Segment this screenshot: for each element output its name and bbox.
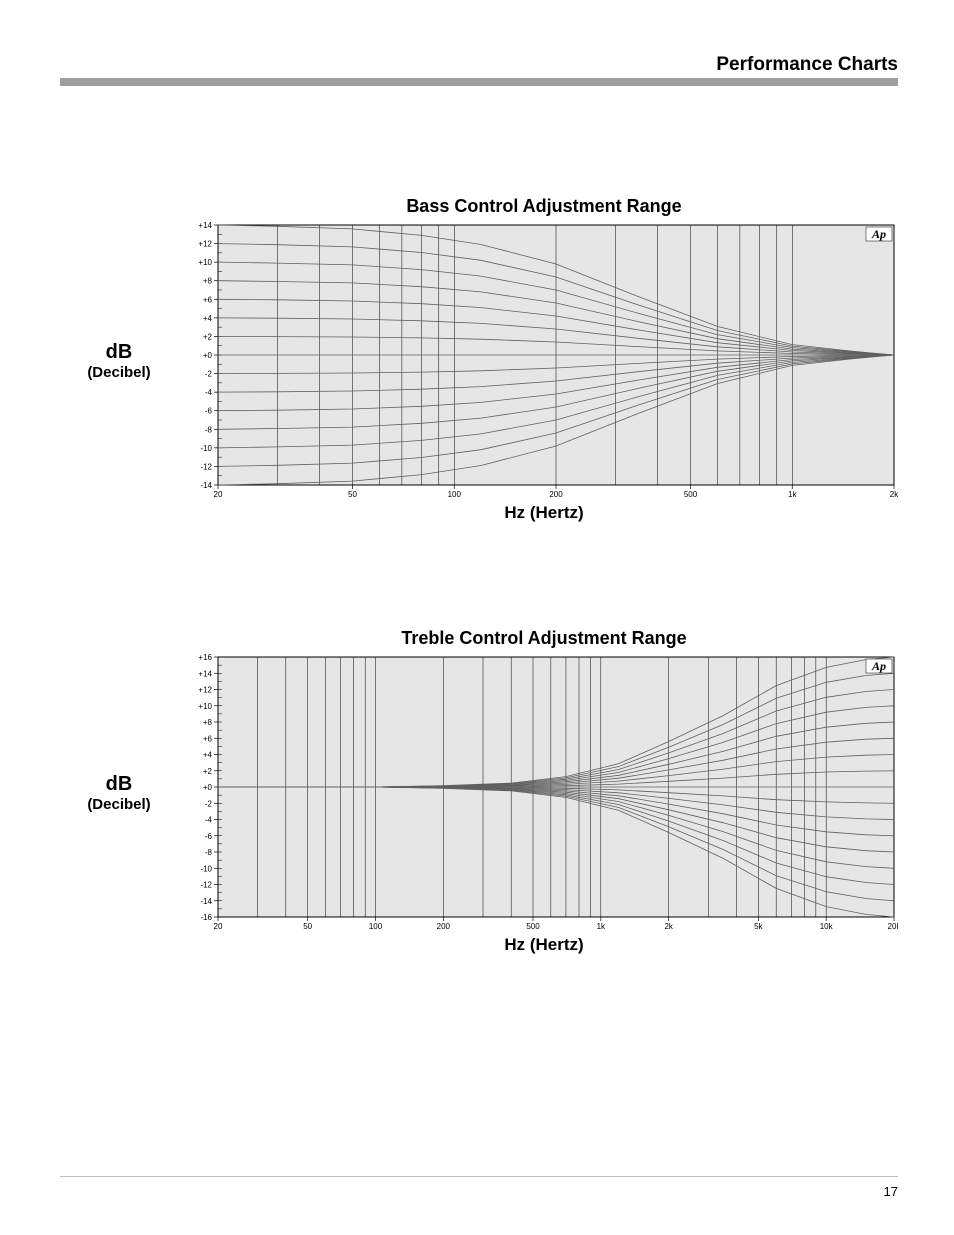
svg-text:10k: 10k bbox=[820, 922, 834, 931]
svg-text:5k: 5k bbox=[754, 922, 763, 931]
svg-text:+0: +0 bbox=[203, 783, 213, 792]
ap-logo-icon: Ap bbox=[871, 227, 886, 241]
svg-text:1k: 1k bbox=[597, 922, 606, 931]
treble-y-axis-label: dB (Decibel) bbox=[60, 773, 190, 813]
svg-text:-4: -4 bbox=[205, 388, 213, 397]
svg-text:+0: +0 bbox=[203, 351, 213, 360]
svg-text:+14: +14 bbox=[198, 669, 212, 678]
treble-chart-block: Treble Control Adjustment Range dB (Deci… bbox=[60, 628, 898, 955]
svg-text:+10: +10 bbox=[198, 258, 212, 267]
svg-text:-10: -10 bbox=[200, 444, 212, 453]
svg-text:-14: -14 bbox=[200, 897, 212, 906]
footer-rule bbox=[60, 1176, 898, 1177]
svg-text:20: 20 bbox=[214, 922, 223, 931]
svg-text:+12: +12 bbox=[198, 686, 212, 695]
svg-text:50: 50 bbox=[303, 922, 312, 931]
svg-text:100: 100 bbox=[369, 922, 383, 931]
svg-text:+8: +8 bbox=[203, 277, 213, 286]
svg-text:-2: -2 bbox=[205, 370, 213, 379]
svg-text:-4: -4 bbox=[205, 816, 213, 825]
svg-text:-12: -12 bbox=[200, 881, 212, 890]
svg-text:-2: -2 bbox=[205, 799, 213, 808]
svg-text:200: 200 bbox=[437, 922, 451, 931]
header-rule bbox=[60, 78, 898, 86]
svg-text:200: 200 bbox=[549, 490, 563, 499]
bass-y-axis-label: dB (Decibel) bbox=[60, 341, 190, 381]
bass-x-axis-label: Hz (Hertz) bbox=[190, 503, 898, 523]
bass-chart-plot: -14 -12 -10 -8 -6 -4 -2 +0 +2 +4 +6 +8 +10 +12 +14 20 50… bbox=[190, 221, 898, 501]
svg-text:2k: 2k bbox=[664, 922, 673, 931]
svg-text:1k: 1k bbox=[788, 490, 797, 499]
svg-text:100: 100 bbox=[448, 490, 462, 499]
svg-text:+16: +16 bbox=[198, 653, 212, 662]
svg-text:-8: -8 bbox=[205, 848, 213, 857]
ap-logo-icon: Ap bbox=[871, 659, 886, 673]
svg-text:-6: -6 bbox=[205, 407, 213, 416]
svg-text:-6: -6 bbox=[205, 832, 213, 841]
bass-chart-block: Bass Control Adjustment Range dB (Decibe… bbox=[60, 196, 898, 523]
svg-text:+12: +12 bbox=[198, 240, 212, 249]
svg-text:-16: -16 bbox=[200, 913, 212, 922]
svg-text:500: 500 bbox=[526, 922, 540, 931]
svg-text:+6: +6 bbox=[203, 295, 213, 304]
page-header-title: Performance Charts bbox=[716, 54, 898, 76]
svg-text:+8: +8 bbox=[203, 718, 213, 727]
svg-text:-8: -8 bbox=[205, 425, 213, 434]
svg-text:20k: 20k bbox=[888, 922, 898, 931]
page-number: 17 bbox=[884, 1184, 898, 1199]
svg-text:+14: +14 bbox=[198, 221, 212, 230]
treble-x-axis-label: Hz (Hertz) bbox=[190, 935, 898, 955]
treble-chart-title: Treble Control Adjustment Range bbox=[190, 628, 898, 649]
svg-text:20: 20 bbox=[214, 490, 223, 499]
bass-chart-title: Bass Control Adjustment Range bbox=[190, 196, 898, 217]
svg-text:+6: +6 bbox=[203, 734, 213, 743]
treble-chart-plot: -16 -14 -12 -10 -8 -6 -4 -2 +0 +2 +4 +6 +8 +10 +12 +14 +… bbox=[190, 653, 898, 933]
svg-text:-10: -10 bbox=[200, 864, 212, 873]
svg-text:+4: +4 bbox=[203, 751, 213, 760]
svg-text:+2: +2 bbox=[203, 332, 213, 341]
svg-text:-14: -14 bbox=[200, 481, 212, 490]
svg-text:+10: +10 bbox=[198, 702, 212, 711]
svg-text:2k: 2k bbox=[890, 490, 898, 499]
svg-text:50: 50 bbox=[348, 490, 357, 499]
svg-text:+4: +4 bbox=[203, 314, 213, 323]
svg-text:500: 500 bbox=[684, 490, 698, 499]
svg-text:+2: +2 bbox=[203, 767, 213, 776]
svg-text:-12: -12 bbox=[200, 462, 212, 471]
